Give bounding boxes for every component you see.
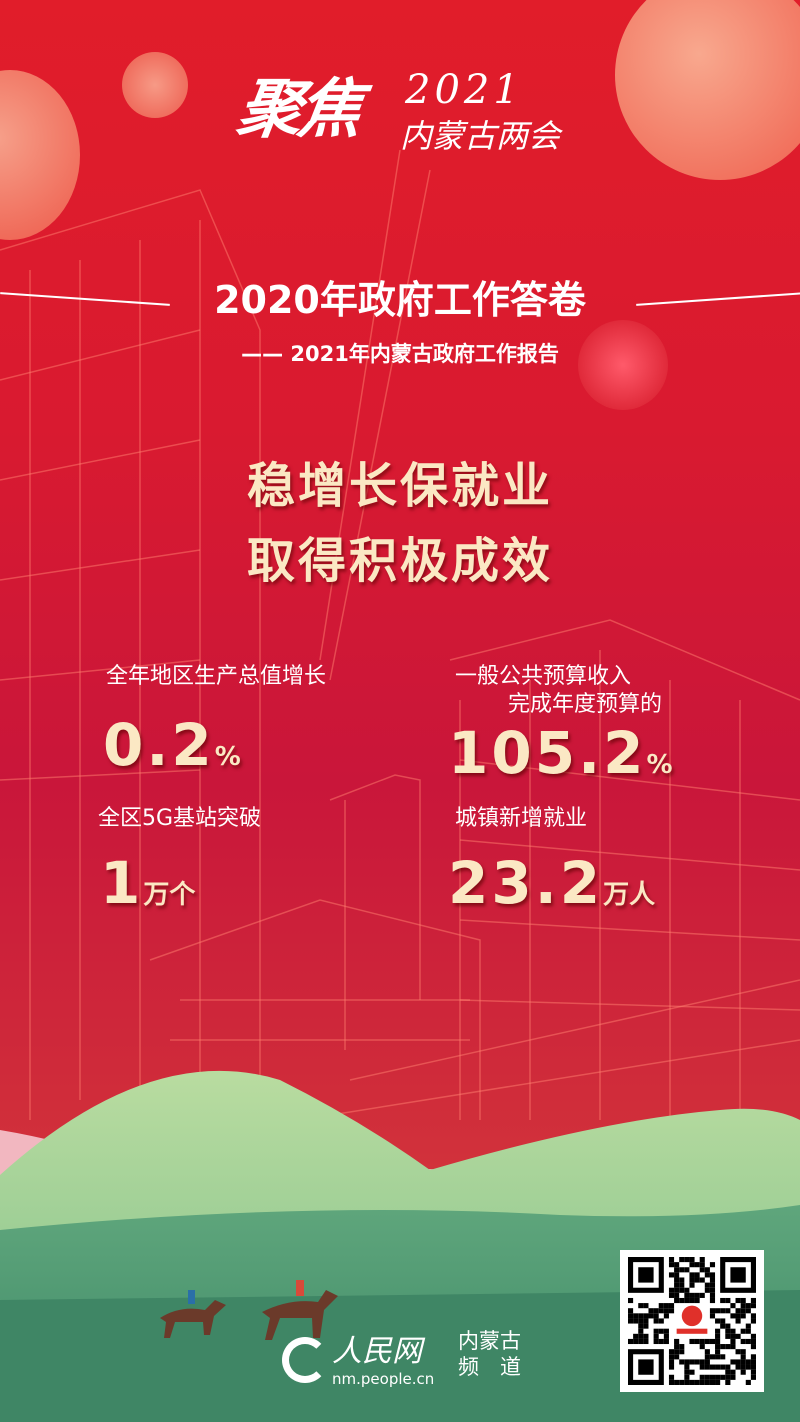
stat-5g-label: 全区5G基站突破 (98, 806, 262, 831)
stat-gdp-label: 全年地区生产总值增长 (106, 664, 327, 689)
page-title: 2020年政府工作答卷 (214, 278, 586, 322)
value-number: 23.2 (448, 849, 604, 917)
stat-jobs-value: 23.2万人 (448, 849, 656, 917)
decor-circle (615, 0, 800, 180)
value-unit: 万个 (143, 880, 196, 910)
value-number: 1 (100, 849, 144, 917)
logo-year: 2021 (405, 67, 523, 113)
value-number: 0.2 (103, 711, 215, 779)
people-cn-emblem-icon (282, 1337, 328, 1383)
value-unit: % (214, 742, 241, 772)
headline-line-2: 取得积极成效 (246, 533, 553, 589)
headline-line-1: 稳增长保就业 (246, 458, 553, 514)
decor-circle (578, 320, 668, 410)
stat-5g-value: 1万个 (100, 849, 196, 917)
decor-circle (122, 52, 188, 118)
channel-name-1: 内蒙古 (458, 1329, 521, 1353)
horse-rider-icon (160, 1280, 338, 1340)
value-unit: 万人 (603, 880, 656, 910)
stat-gdp-value: 0.2% (103, 711, 241, 779)
stat-budget-label: 一般公共预算收入 (455, 664, 632, 689)
qr-code[interactable] (620, 1250, 764, 1392)
brand-name: 人民网 (332, 1334, 422, 1369)
brand-url: nm.people.cn (332, 1370, 435, 1388)
logo-subtitle: 内蒙古两会 (400, 117, 561, 155)
value-number: 105.2 (448, 719, 647, 787)
value-unit: % (646, 750, 673, 780)
stat-budget-value: 105.2% (448, 719, 673, 787)
stat-budget-label-2: 完成年度预算的 (508, 692, 663, 717)
page-subtitle: —— 2021年内蒙古政府工作报告 (241, 342, 559, 366)
stat-jobs-label: 城镇新增就业 (455, 806, 588, 831)
channel-name-2: 频 道 (458, 1355, 521, 1379)
